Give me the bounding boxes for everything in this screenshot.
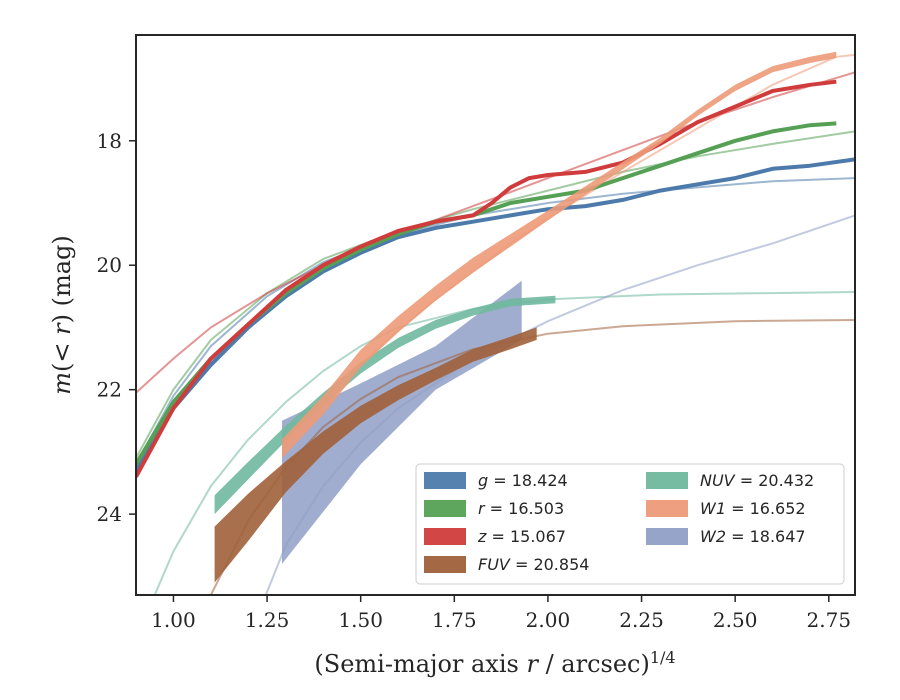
legend-label: NUV = 20.432 <box>700 471 814 490</box>
x-axis-title: (Semi-major axis r / arcsec)1/4 <box>314 648 675 678</box>
model-curve-g <box>136 177 855 465</box>
legend-box <box>415 463 845 585</box>
plot-frame <box>135 34 856 596</box>
x-tick-label: 2.00 <box>526 608 571 632</box>
legend-swatch <box>646 472 688 489</box>
profile-curve-g <box>136 157 855 472</box>
axis-ticks: 1.00 1.25 1.50 1.75 2.00 2.25 2.50 2.75 18 20 22 24 <box>97 129 852 632</box>
legend-swatch <box>424 500 466 517</box>
x-tick-label: 2.75 <box>807 608 852 632</box>
legend-label: r = 16.503 <box>478 499 564 518</box>
y-axis-title: m(< r) (mag) <box>48 235 76 395</box>
legend-swatch <box>424 472 466 489</box>
y-tick-label: 20 <box>97 253 122 277</box>
legend-swatch <box>424 556 466 573</box>
plot-area <box>136 51 855 595</box>
profile-curve-z <box>136 79 837 478</box>
x-tick-label: 2.25 <box>619 608 664 632</box>
legend-label: z = 15.067 <box>477 527 566 546</box>
x-tick-label: 1.75 <box>432 608 477 632</box>
y-tick-label: 24 <box>97 502 122 526</box>
legend-label: g = 18.424 <box>478 471 568 490</box>
legend-label: FUV = 20.854 <box>478 555 589 574</box>
model-curve-nuv <box>153 291 855 595</box>
legend-swatch <box>646 528 688 545</box>
y-tick-label: 22 <box>97 378 122 402</box>
legend: g = 18.424 r = 16.503 z = 15.067 FUV = 20.8… <box>415 463 845 585</box>
x-tick-label: 1.00 <box>151 608 196 632</box>
legend-label: W1 = 16.652 <box>700 499 806 518</box>
x-tick-label: 2.50 <box>713 608 758 632</box>
legend-swatch <box>424 528 466 545</box>
legend-swatch <box>646 500 688 517</box>
y-tick-label: 18 <box>97 129 122 153</box>
series-band-w2 <box>282 280 522 564</box>
x-tick-label: 1.50 <box>338 608 383 632</box>
legend-label: W2 = 18.647 <box>700 527 806 546</box>
x-tick-label: 1.25 <box>245 608 290 632</box>
